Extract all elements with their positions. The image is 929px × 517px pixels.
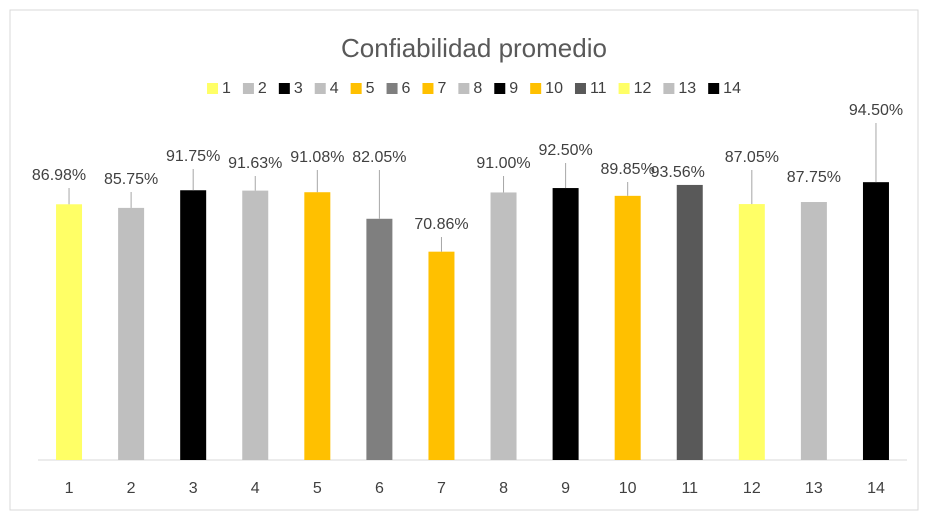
legend-swatch bbox=[314, 83, 326, 94]
legend-label: 9 bbox=[509, 80, 518, 97]
bar bbox=[118, 207, 145, 460]
bar bbox=[738, 204, 765, 460]
legend-swatch bbox=[386, 83, 398, 94]
bar bbox=[676, 184, 703, 460]
bar bbox=[366, 218, 393, 460]
x-tick-label: 5 bbox=[313, 480, 322, 497]
bar bbox=[304, 192, 331, 460]
value-label: 92.50% bbox=[538, 142, 592, 159]
legend-swatch bbox=[618, 83, 630, 94]
x-tick-label: 11 bbox=[681, 480, 698, 497]
legend-swatch bbox=[458, 83, 470, 94]
value-label: 94.50% bbox=[849, 102, 903, 119]
value-label: 91.63% bbox=[228, 155, 282, 172]
value-label: 70.86% bbox=[414, 216, 468, 233]
bar bbox=[490, 192, 517, 460]
value-label: 82.05% bbox=[352, 149, 406, 166]
bar bbox=[56, 204, 83, 460]
x-tick-label: 9 bbox=[561, 480, 570, 497]
value-label: 87.75% bbox=[787, 169, 841, 186]
legend-label: 8 bbox=[473, 80, 482, 97]
legend-swatch bbox=[242, 83, 254, 94]
legend-label: 14 bbox=[723, 80, 741, 97]
chart-title: Confiabilidad promedio bbox=[341, 33, 607, 63]
legend-label: 11 bbox=[590, 80, 607, 97]
x-tick-label: 2 bbox=[127, 480, 136, 497]
legend-label: 7 bbox=[437, 80, 446, 97]
legend-label: 6 bbox=[402, 80, 411, 97]
legend-swatch bbox=[494, 83, 506, 94]
bar bbox=[180, 190, 207, 460]
x-tick-label: 12 bbox=[743, 480, 761, 497]
legend-swatch bbox=[708, 83, 720, 94]
value-label: 91.08% bbox=[290, 149, 344, 166]
value-label: 91.75% bbox=[166, 148, 220, 165]
legend-swatch bbox=[350, 83, 362, 94]
x-tick-label: 7 bbox=[437, 480, 446, 497]
bar bbox=[242, 190, 269, 461]
legend-swatch bbox=[574, 83, 586, 94]
value-label: 85.75% bbox=[104, 171, 158, 188]
x-tick-label: 8 bbox=[499, 480, 508, 497]
legend-label: 13 bbox=[678, 80, 696, 97]
x-tick-label: 1 bbox=[65, 480, 74, 497]
legend-label: 3 bbox=[294, 80, 303, 97]
bar bbox=[552, 188, 579, 461]
legend-label: 4 bbox=[330, 80, 339, 97]
legend-label: 5 bbox=[366, 80, 375, 97]
x-tick-label: 6 bbox=[375, 480, 384, 497]
value-label: 89.85% bbox=[601, 161, 655, 178]
legend-swatch bbox=[207, 83, 219, 94]
value-label: 87.05% bbox=[725, 149, 779, 166]
legend-label: 10 bbox=[545, 80, 563, 97]
bar bbox=[862, 182, 889, 461]
x-tick-label: 13 bbox=[805, 480, 823, 497]
value-label: 86.98% bbox=[32, 167, 86, 184]
value-label: 91.00% bbox=[476, 155, 530, 172]
x-tick-label: 10 bbox=[619, 480, 637, 497]
bar bbox=[614, 195, 641, 460]
legend-swatch bbox=[422, 83, 434, 94]
value-label: 93.56% bbox=[651, 164, 705, 181]
legend-label: 2 bbox=[258, 80, 267, 97]
bar bbox=[800, 202, 827, 460]
bar bbox=[428, 251, 455, 460]
legend-swatch bbox=[278, 83, 290, 94]
legend-label: 12 bbox=[634, 80, 652, 97]
legend-swatch bbox=[530, 83, 542, 94]
x-tick-label: 4 bbox=[251, 480, 260, 497]
x-tick-label: 3 bbox=[189, 480, 198, 497]
x-tick-label: 14 bbox=[867, 480, 885, 497]
legend-label: 1 bbox=[222, 80, 231, 97]
legend-swatch bbox=[663, 83, 675, 94]
